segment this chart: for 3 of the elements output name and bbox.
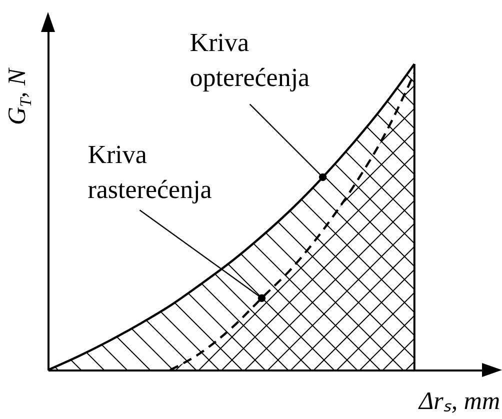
x-axis-title: Δrₛ, mm (418, 387, 500, 416)
text: Kriva rasterećenja (88, 140, 212, 204)
text: Kriva opterećenja (190, 28, 310, 92)
